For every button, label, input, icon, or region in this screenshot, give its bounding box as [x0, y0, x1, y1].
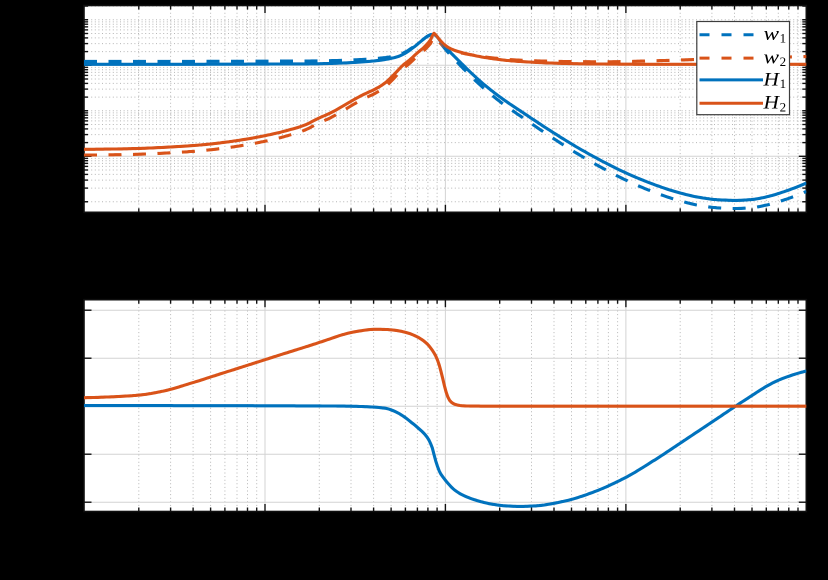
svg-text:1: 1	[780, 76, 787, 91]
svg-text:2: 2	[780, 99, 787, 114]
svg-text:w: w	[764, 25, 780, 45]
svg-text:H: H	[762, 94, 781, 114]
svg-text:H: H	[762, 70, 781, 90]
svg-text:2: 2	[780, 54, 787, 69]
svg-text:w: w	[764, 49, 780, 69]
svg-text:1: 1	[780, 31, 787, 46]
